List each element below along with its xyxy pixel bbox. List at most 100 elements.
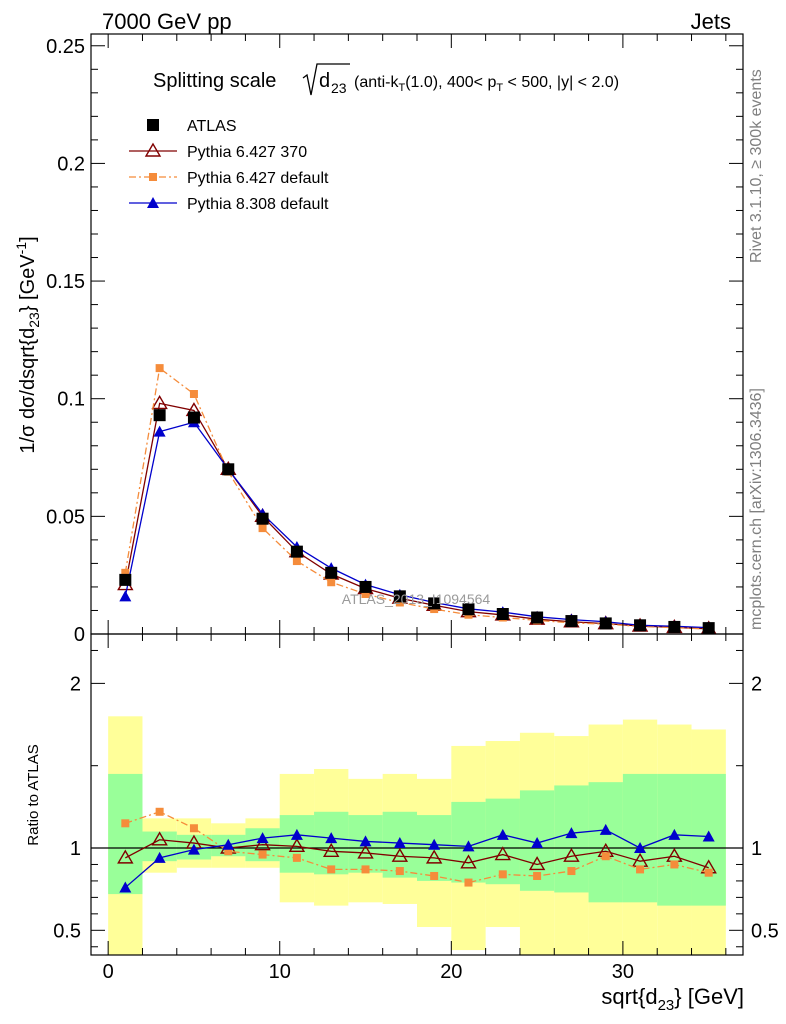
data-point bbox=[189, 390, 198, 398]
data-point bbox=[391, 847, 409, 862]
data-point bbox=[119, 573, 132, 586]
data-point bbox=[704, 868, 713, 877]
data-point bbox=[189, 824, 198, 833]
data-point bbox=[288, 837, 306, 853]
uncertainty-band-inner bbox=[622, 773, 658, 903]
data-point bbox=[430, 871, 439, 880]
data-point bbox=[531, 837, 544, 849]
svg-text:d: d bbox=[319, 70, 330, 92]
data-point bbox=[531, 611, 544, 624]
data-point bbox=[359, 835, 372, 847]
data-point bbox=[292, 557, 301, 566]
data-point bbox=[494, 846, 512, 861]
data-point bbox=[359, 580, 372, 593]
data-point bbox=[670, 860, 679, 869]
data-point bbox=[327, 578, 336, 587]
data-point bbox=[599, 823, 612, 835]
x-axis-label: sqrt{d23} [GeV] bbox=[601, 984, 744, 1014]
data-point bbox=[668, 620, 681, 633]
data-point bbox=[153, 409, 166, 422]
header-collision-label: 7000 GeV pp bbox=[102, 9, 232, 34]
data-point bbox=[224, 847, 233, 856]
data-point bbox=[327, 865, 336, 874]
plot-title: Splitting scale d 23 (anti-kT(1.0), 400<… bbox=[153, 63, 619, 96]
svg-text:23: 23 bbox=[331, 80, 347, 96]
uncertainty-band-inner bbox=[108, 773, 143, 895]
data-point bbox=[428, 838, 441, 850]
legend-item-pythia-6-427-default: Pythia 6.427 default bbox=[129, 170, 329, 187]
uncertainty-band-inner bbox=[554, 785, 589, 893]
data-point bbox=[254, 836, 271, 851]
y-tick-label: 0.05 bbox=[46, 506, 85, 528]
data-point bbox=[393, 837, 406, 849]
data-point bbox=[153, 851, 166, 863]
data-point bbox=[636, 865, 645, 874]
data-point bbox=[222, 838, 235, 850]
main-y-axis-label: 1/σ dσ/dsqrt{d23} [GeV-1] bbox=[13, 236, 42, 453]
uncertainty-band-inner bbox=[588, 782, 623, 903]
title-details-b-sub: T bbox=[496, 82, 503, 94]
data-point bbox=[393, 590, 406, 603]
ratio-y-axis-label: Ratio to ATLAS bbox=[25, 744, 42, 845]
main-panel: 0 0.05 0.1 0.15 0.2 0.25 bbox=[46, 33, 744, 646]
data-point bbox=[155, 364, 164, 373]
mcplots-label: mcplots.cern.ch [arXiv:1306.3436] bbox=[748, 388, 765, 630]
y-tick-label: 0.25 bbox=[46, 36, 85, 58]
legend-label: Pythia 8.308 default bbox=[187, 196, 329, 213]
legend-item-atlas: ATLAS bbox=[147, 118, 237, 135]
data-point bbox=[533, 871, 542, 880]
title-details-a-sub: T bbox=[398, 82, 405, 94]
data-point bbox=[119, 590, 132, 602]
legend: ATLAS Pythia 6.427 370 Pythia 6.427 defaul… bbox=[129, 118, 329, 213]
data-point bbox=[322, 842, 340, 857]
header-process-label: Jets bbox=[691, 9, 731, 34]
data-point bbox=[498, 870, 507, 879]
data-point bbox=[258, 524, 267, 533]
legend-label: ATLAS bbox=[187, 118, 237, 135]
data-point bbox=[290, 545, 303, 558]
data-point bbox=[565, 615, 578, 628]
data-point bbox=[258, 850, 267, 859]
ratio-y-tick-label-right: 0.5 bbox=[751, 920, 779, 942]
data-point bbox=[147, 197, 159, 208]
data-point bbox=[462, 840, 475, 852]
data-point bbox=[599, 617, 612, 630]
y-tick-label: 0 bbox=[74, 624, 85, 646]
sqrt-symbol bbox=[302, 63, 350, 96]
title-sqrt-sub: 23 bbox=[331, 80, 347, 96]
data-point bbox=[634, 842, 647, 853]
data-point bbox=[565, 827, 578, 839]
rivet-version-label: Rivet 3.1.10, ≥ 300k events bbox=[748, 69, 765, 263]
y-tick-label: 0.2 bbox=[57, 153, 85, 175]
data-point bbox=[187, 411, 200, 424]
data-point bbox=[325, 566, 338, 579]
data-point bbox=[464, 878, 473, 887]
data-point bbox=[153, 425, 166, 437]
data-point bbox=[462, 603, 475, 616]
data-point bbox=[668, 828, 681, 840]
data-point bbox=[425, 849, 443, 864]
data-point bbox=[151, 395, 168, 410]
svg-text:(anti-kT(1.0), 400< pT < 500,: (anti-kT(1.0), 400< pT < 500, |y| < 2.0) bbox=[354, 74, 619, 94]
data-point bbox=[256, 832, 269, 844]
title-sqrt-arg: d bbox=[319, 70, 330, 92]
data-point bbox=[147, 119, 159, 131]
y-tick-label: 0.15 bbox=[46, 271, 85, 293]
data-point bbox=[117, 849, 134, 864]
data-point bbox=[292, 853, 301, 862]
data-point bbox=[563, 847, 580, 862]
data-point bbox=[121, 568, 130, 577]
data-point bbox=[151, 831, 168, 846]
data-point bbox=[290, 828, 303, 840]
data-point bbox=[222, 463, 235, 476]
ratio-y-tick-label-left: 1 bbox=[70, 838, 81, 860]
data-point bbox=[121, 819, 130, 828]
data-point bbox=[187, 843, 200, 855]
ratio-panel: 0.5 0.51 12 20 10 20 30 bbox=[53, 633, 779, 983]
x-tick-label: 0 bbox=[103, 961, 114, 983]
title-details-a: (anti-k bbox=[354, 74, 399, 91]
ratio-series-pythia-8-308-default bbox=[119, 823, 715, 893]
data-point bbox=[119, 881, 132, 893]
legend-label: Pythia 6.427 default bbox=[187, 170, 329, 187]
